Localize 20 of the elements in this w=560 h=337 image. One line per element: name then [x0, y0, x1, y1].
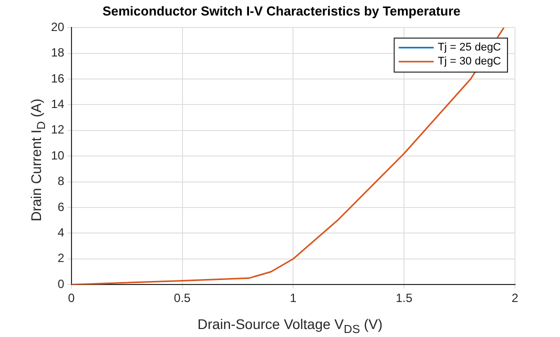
y-tick-label: 14 [50, 97, 65, 112]
x-tick-label: 1.5 [396, 291, 413, 306]
y-tick-label: 6 [58, 200, 65, 214]
x-tick-label: 0 [68, 291, 76, 306]
x-tick-label: 0.5 [174, 291, 191, 306]
y-tick-label: 16 [50, 71, 65, 86]
x-axis-title: Drain-Source Voltage V$_{DS}$ (V) [197, 316, 383, 336]
x-tick-label: 1 [290, 291, 297, 306]
y-tick-label: 8 [58, 174, 65, 188]
legend-label: Tj = 30 degC [438, 56, 502, 68]
chart-title: Semiconductor Switch I-V Characteristics by Temperature [102, 3, 461, 18]
y-tick-label: 18 [50, 46, 65, 60]
y-tick-label: 10 [50, 148, 65, 162]
y-tick-label: 20 [50, 20, 65, 34]
y-tick-label: 12 [50, 122, 65, 137]
y-tick-label: 4 [58, 226, 65, 240]
y-tick-label: 2 [58, 251, 65, 266]
y-tick-label: 0 [58, 276, 65, 291]
x-tick-label: 2 [512, 291, 519, 306]
legend-label: Tj = 25 degC [438, 42, 502, 54]
